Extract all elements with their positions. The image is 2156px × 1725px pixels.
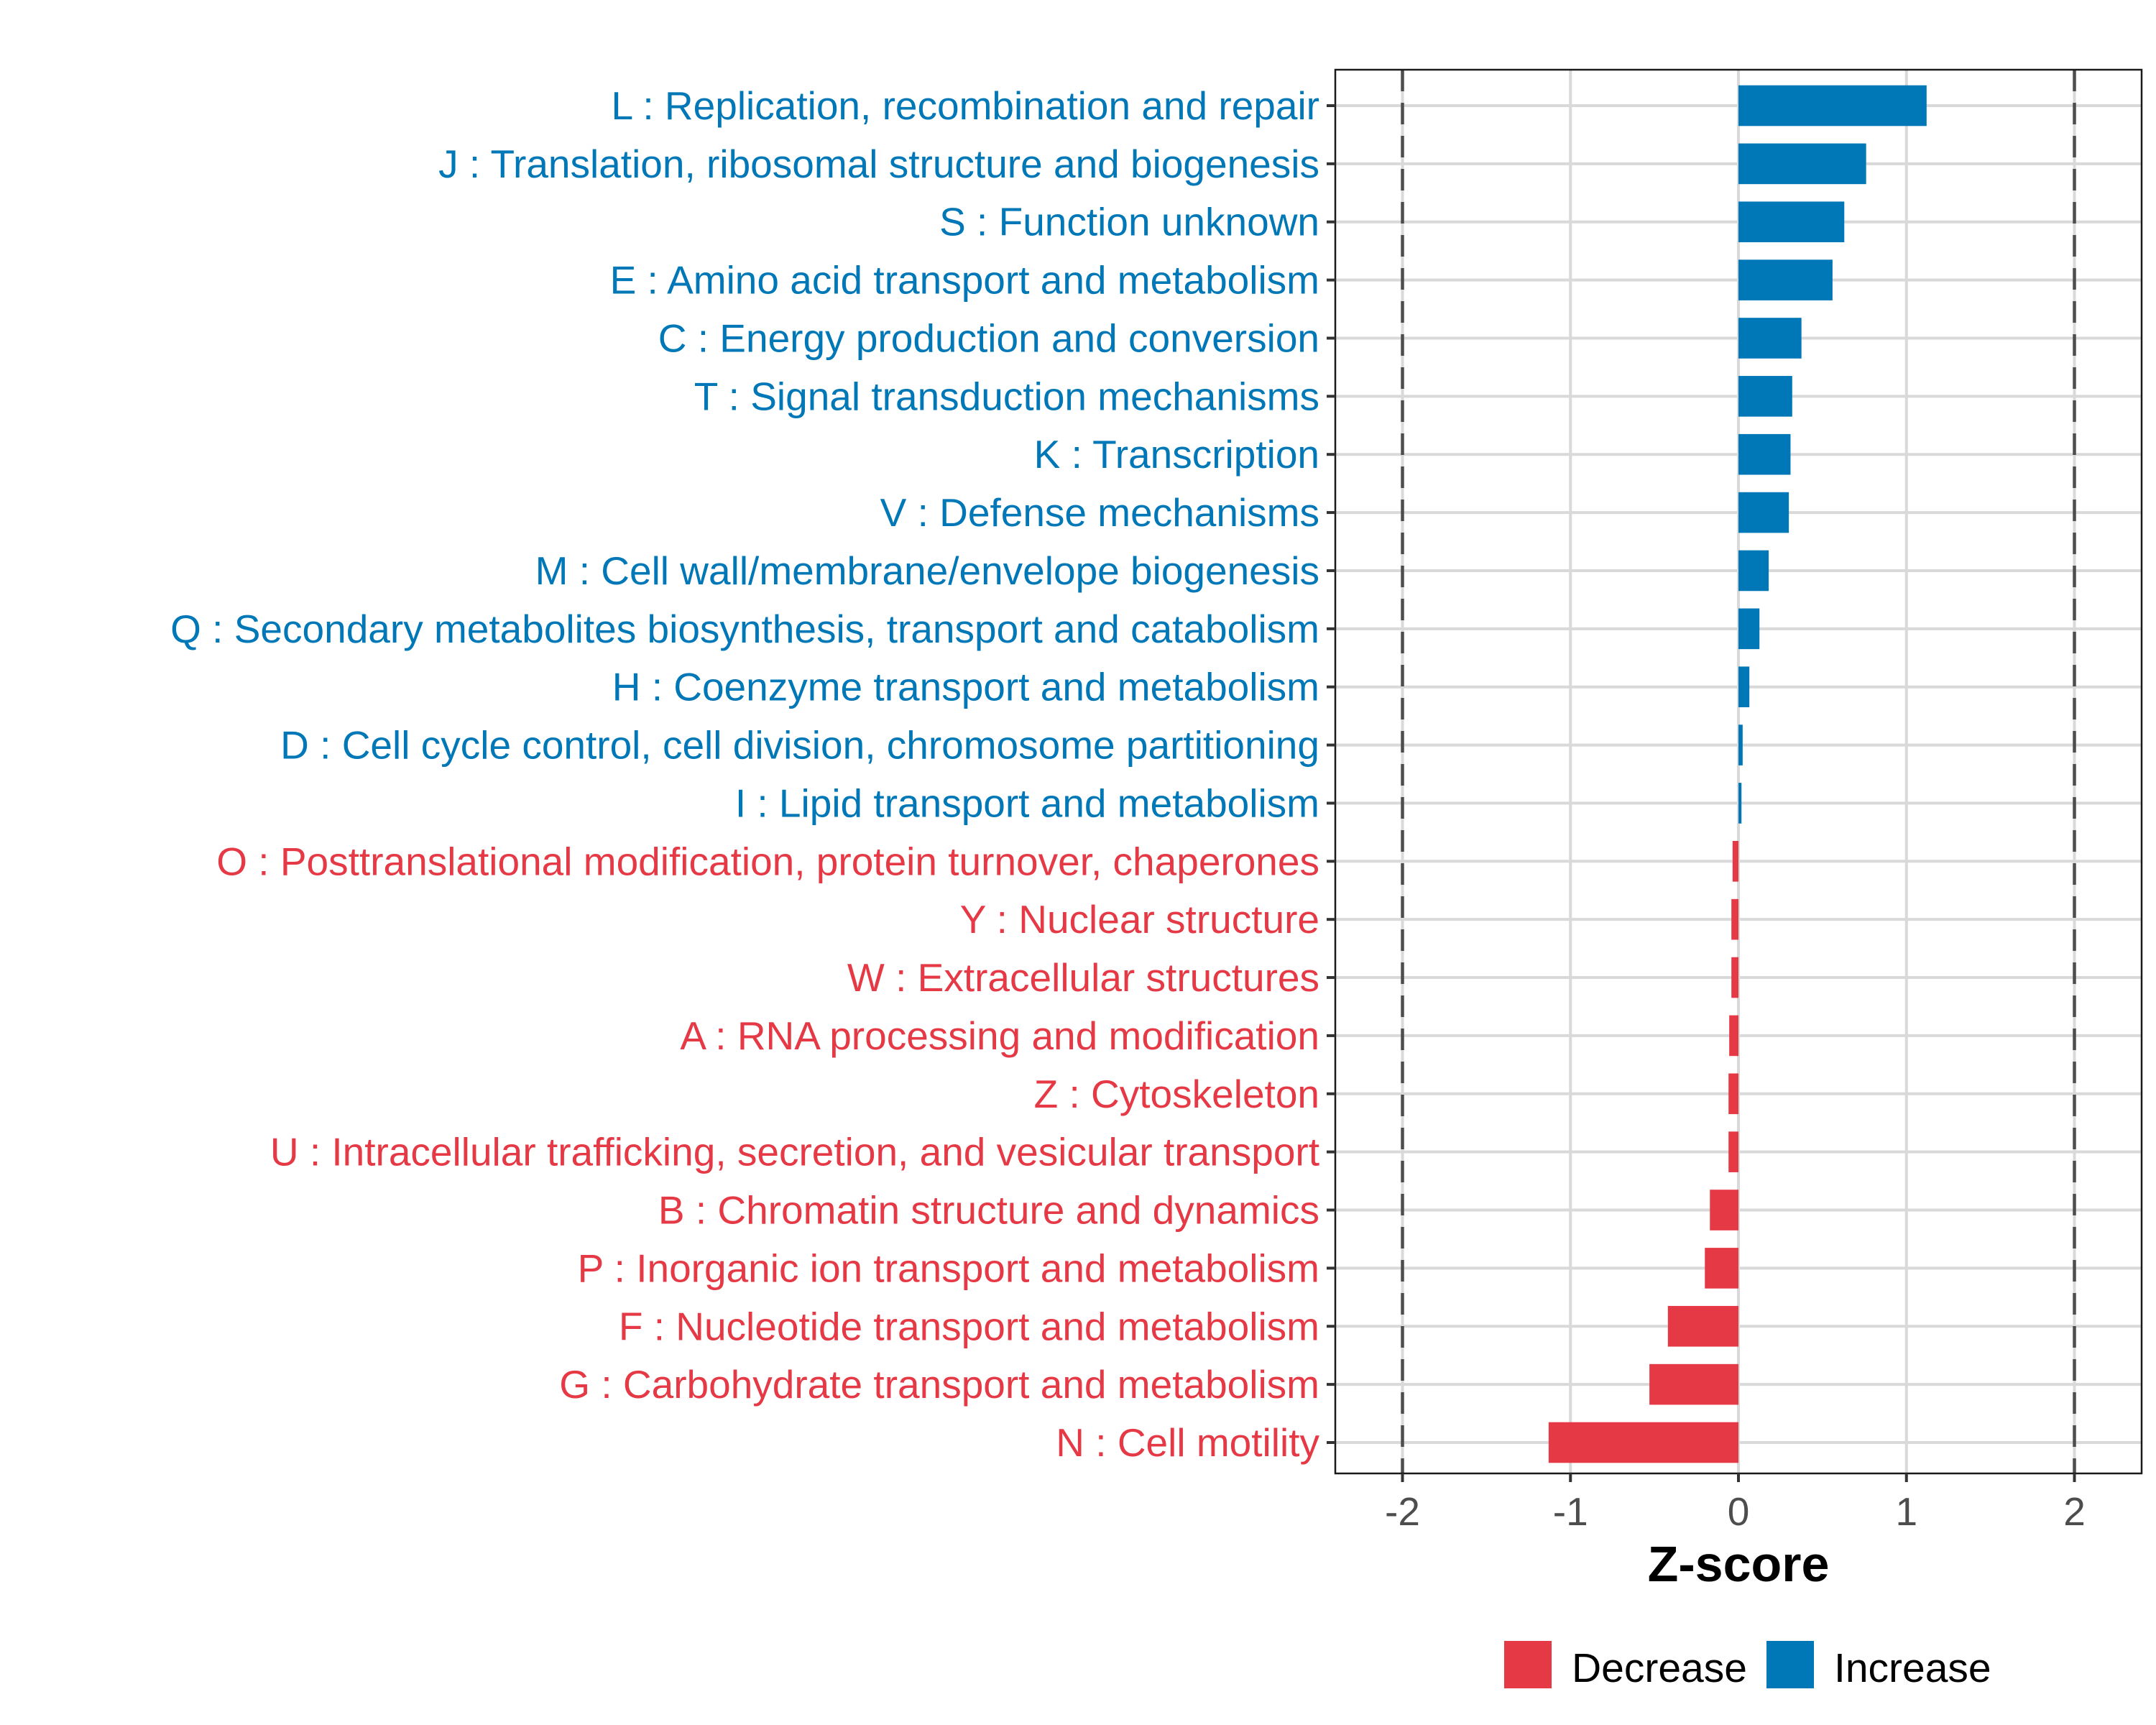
- legend: Decrease Increase: [1504, 1641, 1991, 1691]
- y-tick-label-k: K : Transcription: [1034, 432, 1319, 477]
- bar-d: [1738, 724, 1743, 765]
- y-tick-label-o: O : Posttranslational modification, prot…: [216, 839, 1319, 883]
- bar-b: [1710, 1190, 1738, 1230]
- y-axis-labels: L : Replication, recombination and repai…: [170, 83, 1319, 1465]
- y-tick-label-v: V : Defense mechanisms: [880, 490, 1319, 535]
- y-tick-label-y: Y : Nuclear structure: [960, 897, 1319, 942]
- bar-y: [1731, 898, 1738, 940]
- bars: [1548, 85, 1927, 1463]
- bar-k: [1738, 433, 1791, 475]
- bar-j: [1738, 143, 1866, 185]
- bar-t: [1738, 376, 1792, 417]
- y-tick-label-z: Z : Cytoskeleton: [1034, 1072, 1319, 1116]
- y-tick-label-l: L : Replication, recombination and repai…: [612, 83, 1319, 128]
- x-tick-label-0: -2: [1385, 1489, 1420, 1534]
- x-tick-label-2: 0: [1728, 1489, 1750, 1534]
- y-tick-label-i: I : Lipid transport and metabolism: [735, 781, 1319, 825]
- bar-u: [1728, 1131, 1738, 1172]
- bar-n: [1548, 1422, 1738, 1463]
- y-tick-label-j: J : Translation, ribosomal structure and…: [438, 142, 1319, 186]
- y-axis-ticks: [1327, 104, 1335, 1444]
- bar-f: [1667, 1305, 1738, 1347]
- bar-a: [1729, 1015, 1738, 1057]
- y-tick-label-p: P : Inorganic ion transport and metaboli…: [578, 1246, 1319, 1290]
- bar-l: [1738, 85, 1927, 126]
- y-tick-label-c: C : Energy production and conversion: [658, 316, 1319, 360]
- legend-label-increase: Increase: [1834, 1645, 1991, 1691]
- bar-h: [1738, 666, 1750, 707]
- bar-s: [1738, 201, 1845, 243]
- legend-swatch-increase: [1766, 1641, 1814, 1688]
- bar-w: [1731, 957, 1738, 998]
- bar-z: [1728, 1073, 1738, 1115]
- reference-lines: [1401, 70, 2076, 1473]
- bar-g: [1649, 1363, 1738, 1405]
- y-tick-label-a: A : RNA processing and modification: [680, 1013, 1319, 1058]
- bar-i: [1738, 783, 1742, 824]
- legend-swatch-decrease: [1504, 1641, 1552, 1688]
- y-tick-label-f: F : Nucleotide transport and metabolism: [619, 1304, 1319, 1348]
- bar-q: [1738, 608, 1760, 650]
- y-tick-label-u: U : Intracellular trafficking, secretion…: [270, 1130, 1319, 1174]
- y-tick-label-q: Q : Secondary metabolites biosynthesis, …: [170, 607, 1319, 651]
- y-tick-label-m: M : Cell wall/membrane/envelope biogenes…: [535, 548, 1319, 593]
- y-tick-label-s: S : Function unknown: [939, 200, 1319, 244]
- bar-p: [1705, 1248, 1738, 1289]
- bar-v: [1738, 492, 1789, 533]
- y-tick-label-e: E : Amino acid transport and metabolism: [610, 258, 1319, 303]
- y-tick-label-b: B : Chromatin structure and dynamics: [658, 1188, 1319, 1233]
- bar-c: [1738, 318, 1802, 359]
- x-tick-label-1: -1: [1553, 1489, 1588, 1534]
- bar-o: [1732, 841, 1738, 882]
- bar-e: [1738, 259, 1833, 300]
- y-tick-label-n: N : Cell motility: [1056, 1420, 1319, 1465]
- x-tick-label-4: 2: [2063, 1489, 2086, 1534]
- bar-m: [1738, 550, 1769, 592]
- y-tick-label-d: D : Cell cycle control, cell division, c…: [280, 723, 1319, 768]
- y-tick-label-t: T : Signal transduction mechanisms: [694, 374, 1319, 418]
- x-axis-ticks: -2 -1 0 1 2: [1385, 1473, 2086, 1534]
- legend-label-decrease: Decrease: [1572, 1645, 1747, 1691]
- x-axis-title: Z-score: [1648, 1536, 1830, 1592]
- y-tick-label-w: W : Extracellular structures: [847, 955, 1319, 1000]
- y-tick-label-g: G : Carbohydrate transport and metabolis…: [559, 1362, 1319, 1407]
- x-tick-label-3: 1: [1895, 1489, 1917, 1534]
- y-tick-label-h: H : Coenzyme transport and metabolism: [612, 665, 1319, 709]
